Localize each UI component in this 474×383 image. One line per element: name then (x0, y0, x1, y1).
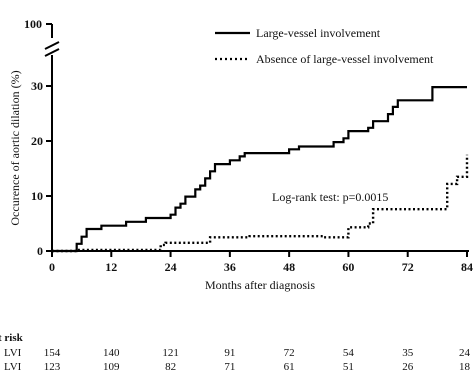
y-break-mark-1 (45, 42, 59, 49)
risk-row-2-label: LVI (4, 361, 22, 373)
risk-cell: 51 (343, 361, 354, 373)
x-tick-label: 48 (283, 260, 295, 274)
risk-row-1-label: LVI (4, 347, 22, 359)
risk-table-title: t risk (0, 332, 24, 344)
risk-cell: 24 (459, 347, 471, 359)
y-tick-label: 20 (31, 134, 43, 148)
y-tick-label: 0 (37, 244, 43, 258)
y-ticks: 0 10 20 30 (31, 79, 52, 258)
x-tick-label: 24 (165, 260, 177, 274)
risk-cell: 72 (284, 347, 295, 359)
x-tick-label: 36 (224, 260, 236, 274)
risk-cell: 54 (343, 347, 355, 359)
risk-cell: 123 (44, 361, 61, 373)
risk-cell: 140 (103, 347, 120, 359)
y-axis-title: Occurence of aortic dilation (%) (8, 70, 22, 225)
legend: Large-vessel involvement Absence of larg… (215, 26, 434, 66)
risk-cell: 35 (402, 347, 414, 359)
x-tick-label: 72 (402, 260, 414, 274)
risk-cell: 18 (459, 361, 471, 373)
x-ticks: 0 12 24 36 48 60 72 84 (49, 251, 473, 274)
x-tick-label: 60 (342, 260, 354, 274)
legend-label-2: Absence of large-vessel involvement (256, 52, 434, 66)
x-axis-title: Months after diagnosis (205, 278, 315, 292)
risk-cell: 82 (165, 361, 176, 373)
risk-table: t risk LVI LVI 154 140 121 91 72 54 35 24 123 109… (0, 332, 471, 373)
risk-cell: 154 (44, 347, 61, 359)
risk-cell: 71 (224, 361, 235, 373)
x-tick-label: 0 (49, 260, 55, 274)
y-tick-label: 10 (31, 189, 43, 203)
series-line-1 (52, 87, 467, 251)
risk-cells: 154 140 121 91 72 54 35 24 123 109 82 71 61 51 26 18 (44, 347, 471, 373)
risk-cell: 121 (162, 347, 179, 359)
series-line-2 (52, 155, 467, 251)
series-group (52, 87, 467, 251)
risk-cell: 61 (284, 361, 295, 373)
y-tick-label: 30 (31, 79, 43, 93)
x-tick-label: 12 (105, 260, 117, 274)
legend-label-1: Large-vessel involvement (256, 26, 381, 40)
risk-cell: 109 (103, 361, 120, 373)
risk-cell: 91 (224, 347, 235, 359)
y-break-mark-2 (45, 49, 59, 56)
y-break-label: 100 (24, 17, 42, 31)
risk-cell: 26 (402, 361, 414, 373)
log-rank-annotation: Log-rank test: p=0.0015 (272, 190, 388, 204)
x-tick-label: 84 (461, 260, 473, 274)
